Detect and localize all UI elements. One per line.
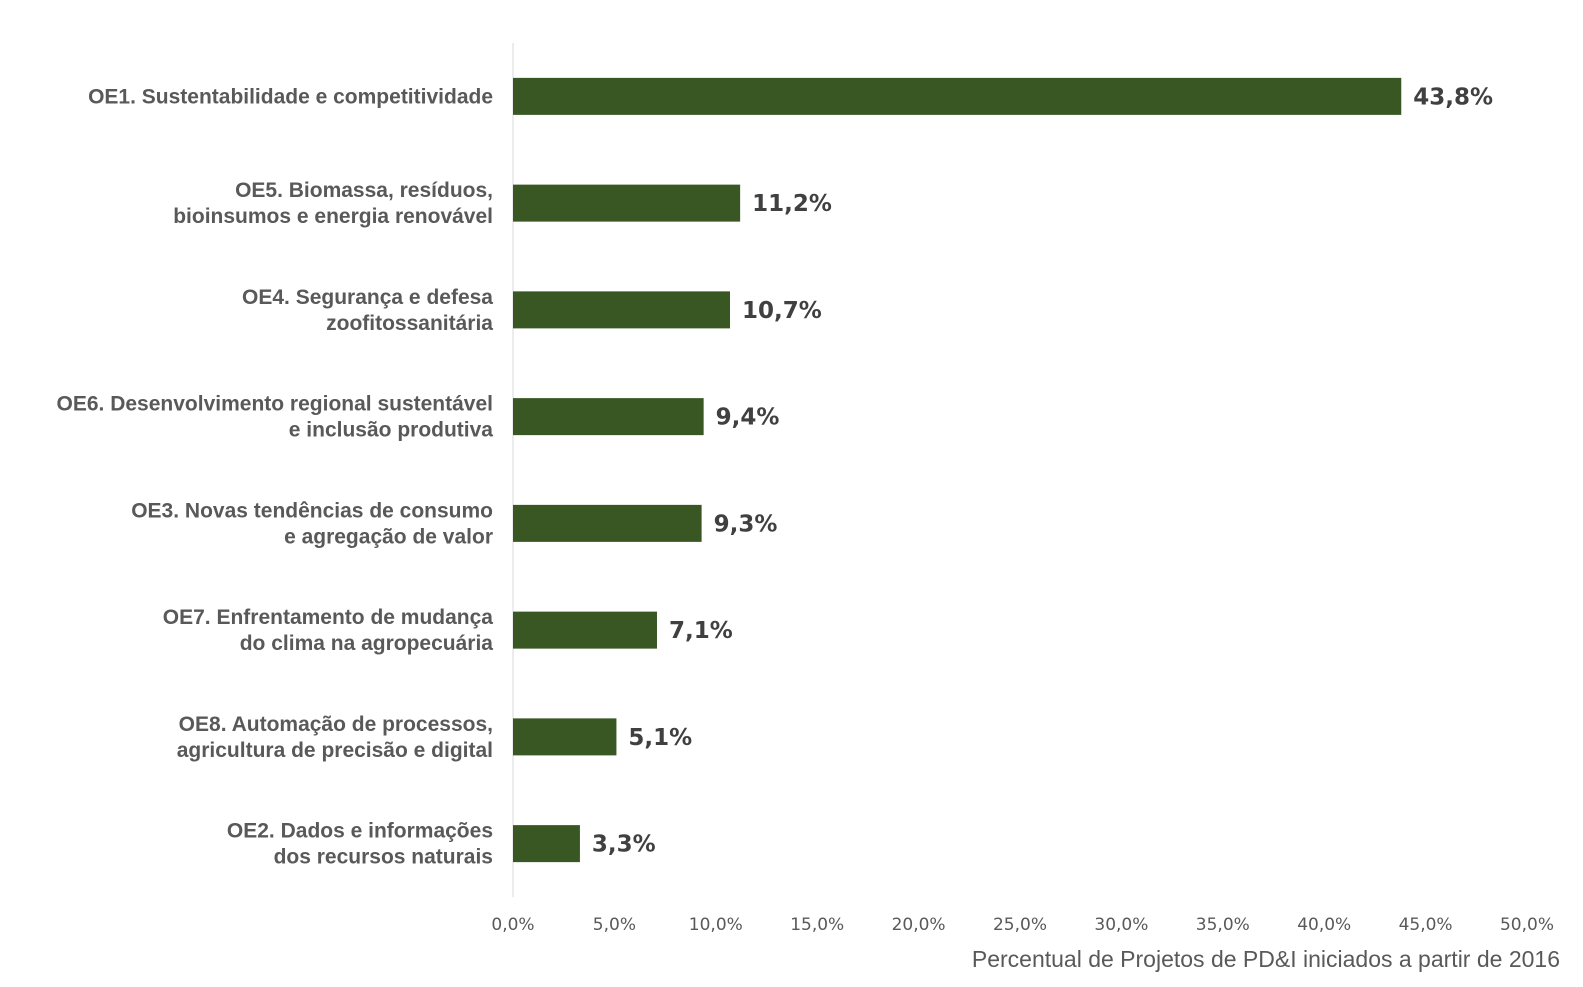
bar [513, 291, 730, 329]
x-tick-label: 25,0% [993, 915, 1047, 935]
category-label-line: dos recursos naturais [274, 846, 493, 869]
category-label-line: OE7. Enfrentamento de mudança [163, 606, 494, 629]
bars-group [513, 77, 1402, 863]
bar [513, 77, 1402, 115]
x-tick-label: 35,0% [1196, 915, 1250, 935]
bar [513, 504, 702, 542]
data-label: 43,8% [1413, 84, 1493, 110]
x-tick-label: 40,0% [1297, 915, 1351, 935]
data-label: 10,7% [742, 298, 822, 324]
category-label-line: OE4. Segurança e defesa [242, 286, 493, 309]
bar [513, 398, 704, 436]
x-tick-label: 15,0% [790, 915, 844, 935]
category-label-line: bioinsumos e energia renovável [173, 205, 493, 228]
x-tick-label: 45,0% [1399, 915, 1453, 935]
category-label: OE8. Automação de processos, agricultura … [177, 713, 493, 762]
category-label-line: do clima na agropecuária [240, 632, 494, 655]
category-label: OE1. Sustentabilidade e competitividade [88, 85, 493, 108]
category-label: OE4. Segurança e defesa zoofitossanitária [242, 286, 493, 335]
x-tick-label: 0,0% [491, 915, 534, 935]
category-label-line: agricultura de precisão e digital [177, 739, 493, 762]
category-label-line: OE5. Biomassa, resíduos, [235, 179, 493, 202]
data-label: 9,3% [714, 511, 778, 537]
category-label-line: e inclusão produtiva [289, 419, 494, 442]
data-label: 5,1% [628, 725, 692, 751]
category-label-line: zoofitossanitária [326, 312, 493, 335]
bar [513, 184, 741, 222]
bar [513, 825, 580, 863]
category-labels-group: OE1. Sustentabilidade e competitividade O… [57, 85, 494, 868]
data-label: 9,4% [716, 405, 780, 431]
x-tick-label: 30,0% [1094, 915, 1148, 935]
category-label-line: OE6. Desenvolvimento regional sustentáve… [57, 393, 493, 416]
bar [513, 718, 617, 756]
bar [513, 611, 657, 649]
data-label: 3,3% [592, 832, 656, 858]
value-labels-group: 43,8% 11,2% 10,7% 9,4% 9,3% 7,1% 5,1% 3,3% [592, 84, 1493, 857]
category-label: OE2. Dados e informações dos recursos nat… [227, 820, 493, 869]
category-label-line: OE3. Novas tendências de consumo [131, 499, 493, 522]
category-label: OE5. Biomassa, resíduos, bioinsumos e ene… [173, 179, 493, 228]
data-label: 7,1% [669, 618, 733, 644]
category-label: OE3. Novas tendências de consumo e agrega… [131, 499, 493, 548]
category-label-line: OE8. Automação de processos, [179, 713, 493, 736]
x-tick-label: 20,0% [892, 915, 946, 935]
data-label: 11,2% [752, 191, 832, 217]
x-tick-label: 10,0% [689, 915, 743, 935]
category-label-line: OE1. Sustentabilidade e competitividade [88, 85, 493, 108]
category-label-line: e agregação de valor [284, 525, 493, 548]
category-label: OE7. Enfrentamento de mudança do clima na… [163, 606, 494, 655]
x-axis-title: Percentual de Projetos de PD&I iniciados… [972, 946, 1560, 972]
x-tick-label: 5,0% [593, 915, 636, 935]
x-tick-labels-group: 0,0% 5,0% 10,0% 15,0% 20,0% 25,0% 30,0% 35,0% 40… [491, 915, 1554, 935]
category-label-line: OE2. Dados e informações [227, 820, 493, 843]
x-tick-label: 50,0% [1500, 915, 1554, 935]
category-label: OE6. Desenvolvimento regional sustentáve… [57, 393, 494, 442]
